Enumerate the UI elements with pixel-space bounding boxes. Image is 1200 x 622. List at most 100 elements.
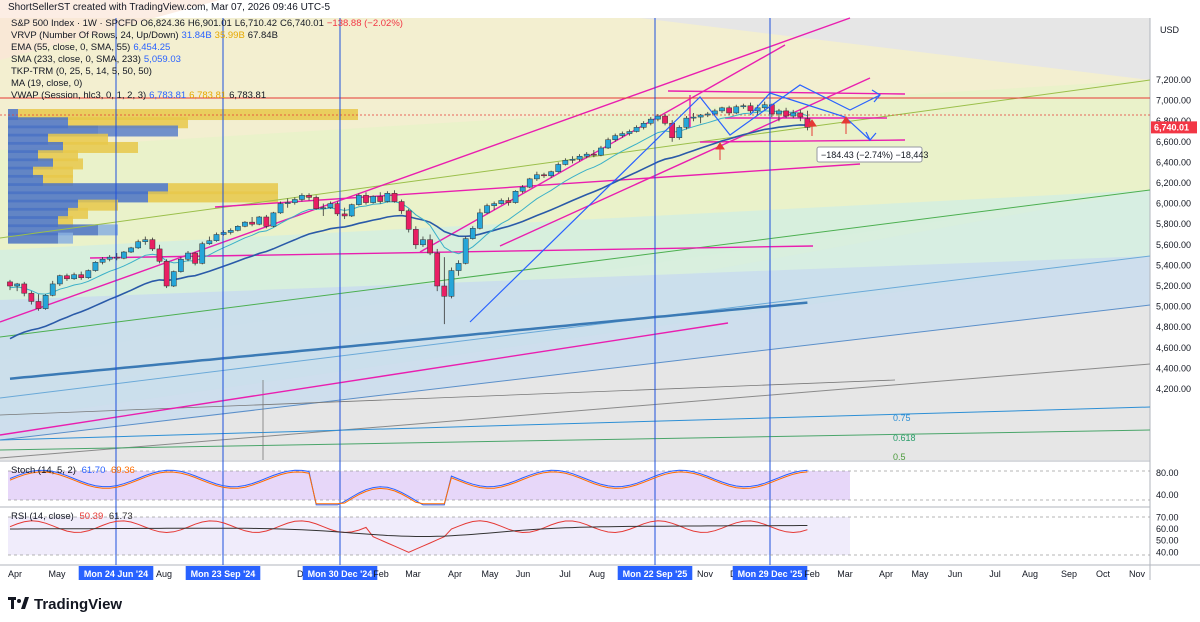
legend-row: EMA (55, close, 0, SMA, 55) 6,454.25 — [11, 42, 170, 54]
candle-body — [498, 200, 505, 204]
price-tick: 6,000.00 — [1156, 199, 1191, 209]
price-tick: 7,000.00 — [1156, 96, 1191, 106]
candle-body — [740, 105, 747, 108]
candle-body — [590, 153, 597, 156]
candle-body — [377, 196, 384, 202]
candle-body — [491, 203, 498, 206]
signal-arrows — [715, 116, 851, 160]
time-tick: Aug — [1022, 569, 1038, 579]
candle-body — [704, 113, 711, 116]
price-tick: 5,400.00 — [1156, 260, 1191, 270]
volume-bar-up — [8, 141, 63, 153]
legend-value: 6,783.81 — [149, 90, 187, 101]
legend-row: S&P 500 Index · 1W · SPCFD O6,824.36 H6,90… — [11, 18, 403, 30]
candle-body — [655, 115, 661, 120]
volume-bar-down — [53, 158, 83, 170]
stoch-d-line — [9, 471, 808, 505]
time-tick: Apr — [8, 569, 22, 579]
candle-body — [363, 195, 369, 203]
volume-bar-down — [78, 199, 118, 211]
sma-233-line — [9, 301, 808, 380]
candle-body — [313, 197, 320, 209]
volume-bar-down — [48, 133, 108, 145]
candle-body — [277, 203, 284, 214]
price-tick: 5,200.00 — [1156, 281, 1191, 291]
legend-label: S&P 500 Index · 1W · SPCFD — [11, 18, 138, 29]
candle-body — [42, 295, 49, 309]
legend-label: EMA (55, close, 0, SMA, 55) — [11, 42, 131, 53]
time-label-highlight — [732, 566, 808, 580]
candle-body — [185, 252, 191, 260]
candle-body — [534, 174, 540, 180]
volume-bar-down — [148, 191, 278, 203]
candle-body — [213, 234, 220, 241]
candle-body — [99, 258, 106, 263]
brand-name: TradingView — [34, 595, 123, 613]
volume-bar-down — [58, 216, 73, 228]
candle-body — [270, 212, 277, 227]
candle-body — [427, 239, 433, 254]
projection-drawings — [469, 84, 881, 323]
candle-body — [391, 193, 398, 202]
time-tick: Apr — [879, 569, 893, 579]
candle-body — [420, 239, 426, 246]
price-tick: 4,800.00 — [1156, 322, 1191, 332]
candles — [7, 101, 811, 325]
time-tick: Mar — [837, 569, 853, 579]
price-axis[interactable]: 7,200.00 7,000.00 6,800.00 6,600.00 6,400.00… — [1156, 75, 1191, 394]
candle-body — [135, 241, 142, 249]
candle-body — [697, 114, 704, 118]
last-price-label: 6,740.01 — [1154, 122, 1189, 132]
rsi-label: RSI (14, close) — [11, 511, 74, 522]
candle-body — [726, 107, 732, 114]
candle-body — [548, 171, 554, 177]
tradingview-logo[interactable]: TradingView — [8, 594, 122, 614]
legend-label: TKP-TRM (0, 25, 5, 14, 5, 50, 50) — [11, 66, 152, 77]
price-tick: 6,600.00 — [1156, 137, 1191, 147]
time-label-highlight — [185, 566, 261, 580]
candle-body — [121, 251, 127, 259]
legend-value: 5,059.03 — [143, 54, 181, 65]
time-label-highlight — [302, 566, 378, 580]
volume-bar-down — [98, 125, 178, 137]
volume-bar-down — [18, 109, 358, 121]
time-label-highlight — [617, 566, 693, 580]
candle-body — [505, 200, 512, 203]
stoch-k-line — [9, 469, 808, 506]
candle-body — [199, 243, 206, 264]
candle-body — [170, 271, 177, 287]
rsi-legend: RSI (14, close) 50.39 61.73 — [11, 511, 133, 523]
candle-body — [320, 207, 327, 210]
candle-body — [576, 155, 583, 160]
legend-value: C6,740.01 — [280, 18, 324, 29]
candle-body — [192, 252, 198, 264]
last-price-tag: 6,740.01 — [1151, 121, 1197, 134]
candle-body — [348, 204, 355, 217]
volume-bar-up — [8, 199, 78, 211]
candle-body — [49, 283, 56, 296]
volume-bar-down — [43, 174, 73, 186]
legend-label: SMA (233, close, 0, SMA, 233) — [11, 54, 141, 65]
candle-body — [128, 247, 134, 253]
candle-body — [142, 239, 149, 242]
vertical-markers — [115, 18, 771, 565]
chart-header: ShortSellerST created with TradingView.c… — [8, 2, 331, 13]
stoch-tick: 40.00 — [1156, 490, 1179, 500]
price-tick: 5,000.00 — [1156, 302, 1191, 312]
candle-body — [234, 226, 241, 231]
candle-body — [113, 256, 120, 259]
trend-lines — [0, 79, 1151, 460]
candle-body — [156, 248, 163, 262]
candle-body — [163, 261, 170, 287]
candle-body — [7, 281, 13, 287]
volume-bar-up — [8, 207, 68, 219]
candle-body — [469, 228, 476, 239]
candle-body — [306, 195, 312, 198]
candle-body — [448, 270, 455, 297]
candle-body — [790, 112, 797, 117]
candle-body — [35, 301, 42, 309]
candle-body — [21, 283, 28, 294]
price-tick: 6,400.00 — [1156, 157, 1191, 167]
